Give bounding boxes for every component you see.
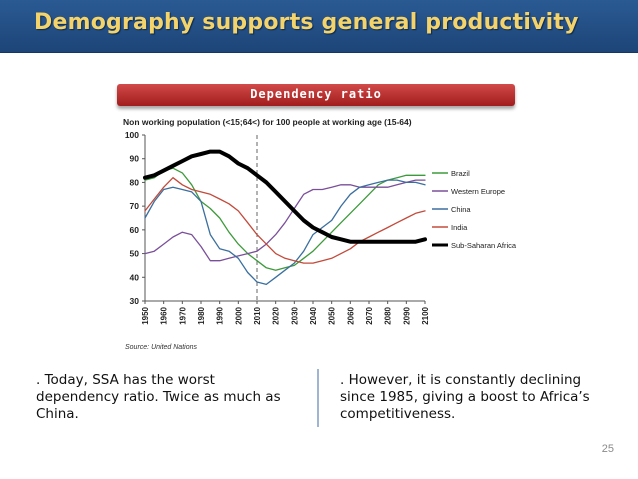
note-right: . However, it is constantly declining si… [340,372,590,422]
series-line-china [144,179,426,286]
x-tick-label: 2050 [328,306,337,324]
series-line-sub-saharan-africa [143,149,427,244]
chart-title: Non working population (<15;64<) for 100… [123,117,412,127]
x-tick-label: 2060 [346,306,355,324]
x-tick-label: 1980 [197,306,206,324]
notes-divider [317,369,319,427]
y-tick-label: 40 [130,272,140,282]
y-tick-label: 70 [130,201,140,211]
banner-label: Dependency ratio [250,87,382,101]
legend-label: India [451,223,468,232]
dependency-ratio-chart: 30 40 50 60 70 80 90 100 1950 1960 1970 1980 1990 200… [125,130,517,325]
page-number: 25 [601,443,614,455]
slide-title: Demography supports general productivity [34,10,579,35]
x-tick-label: 1960 [160,306,169,324]
x-tick-label: 2080 [384,306,393,324]
legend-label: Western Europe [451,187,505,196]
legend-label: China [451,205,471,214]
series-line-western-europe [144,179,426,262]
chart-source: Source: United Nations [125,344,197,351]
legend-label: Sub-Saharan Africa [451,241,517,250]
x-tick-label: 2100 [421,306,430,324]
x-tick-label: 2010 [253,306,262,324]
series-line-brazil [144,167,426,271]
dependency-ratio-banner: Dependency ratio [117,84,515,106]
y-tick-label: 90 [130,154,140,164]
x-tick-label: 1970 [178,306,187,324]
y-tick-label: 30 [130,296,140,306]
y-tick-label: 60 [130,225,140,235]
x-tick-label: 1950 [141,306,150,324]
y-tick-label: 50 [130,249,140,259]
y-tick-label: 80 [130,177,140,187]
x-tick-label: 2070 [365,306,374,324]
x-tick-label: 2030 [290,306,299,324]
x-tick-label: 2040 [309,306,318,324]
x-tick-label: 2020 [272,306,281,324]
note-left: . Today, SSA has the worst dependency ra… [36,372,281,422]
x-tick-label: 1990 [216,306,225,324]
y-tick-label: 100 [125,130,139,140]
x-tick-label: 2090 [402,306,411,324]
legend-label: Brazil [451,169,470,178]
x-tick-label: 2000 [234,306,243,324]
title-bar: Demography supports general productivity [0,0,638,53]
series-line-india [144,177,426,264]
